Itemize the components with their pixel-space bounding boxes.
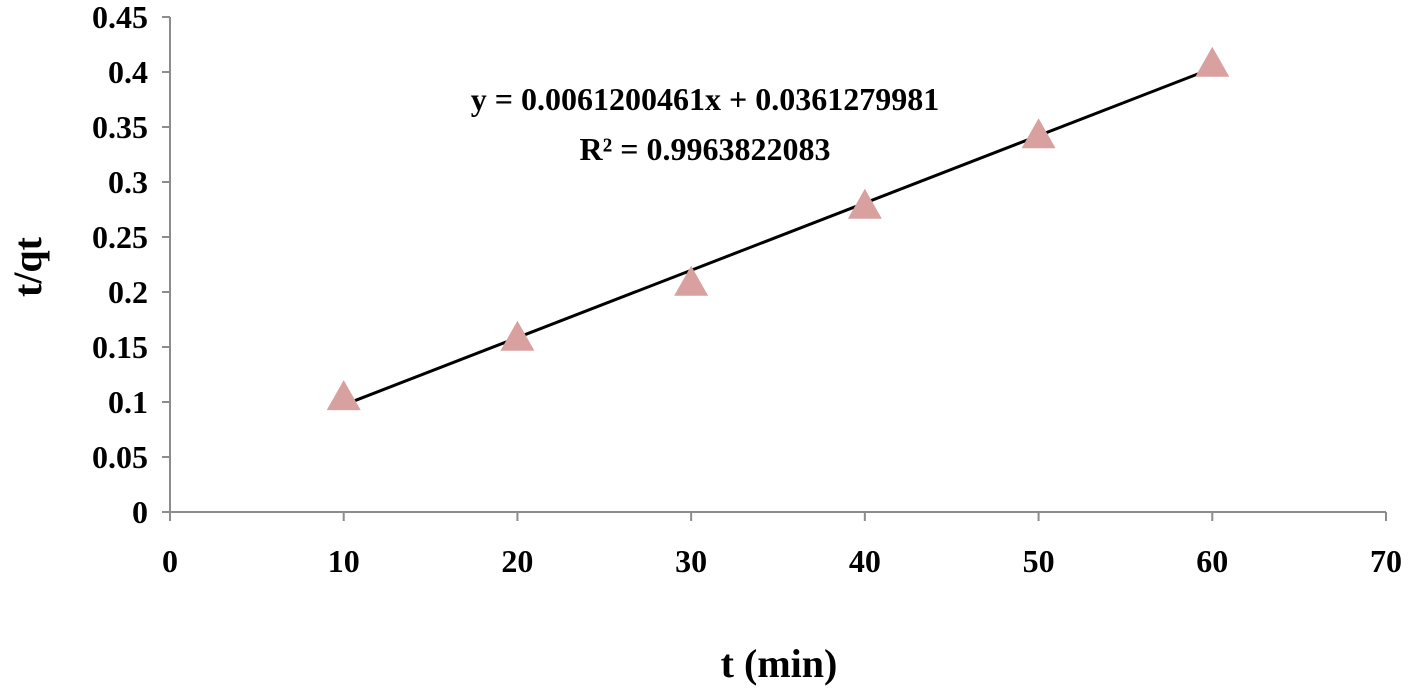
trendline-equation-label: y = 0.0061200461x + 0.0361279981	[471, 81, 939, 117]
y-tick-label: 0.1	[108, 384, 148, 420]
y-tick-label: 0.05	[92, 439, 148, 475]
y-tick-label: 0.25	[92, 219, 148, 255]
y-tick-label: 0.2	[108, 274, 148, 310]
data-point-triangle	[326, 380, 361, 411]
text-layer: y = 0.0061200461x + 0.0361279981 R² = 0.…	[5, 81, 939, 686]
y-tick-label: 0.45	[92, 0, 148, 35]
x-tick-label: 50	[1023, 543, 1055, 579]
axes-layer: 0 0.05 0.1 0.15 0.2 0.25 0.3 0.35 0.4 0.45 0 10 20 30…	[92, 0, 1402, 579]
x-axis-title: t (min)	[721, 641, 838, 686]
y-tick-label: 0.15	[92, 329, 148, 365]
data-point-triangle	[1195, 46, 1230, 77]
points-layer	[326, 46, 1230, 411]
y-tick-label: 0.4	[108, 54, 148, 90]
x-tick-label: 10	[328, 543, 360, 579]
y-tick-label: 0.35	[92, 109, 148, 145]
x-tick-label: 60	[1196, 543, 1228, 579]
y-tick-label: 0	[132, 494, 148, 530]
x-tick-label: 0	[162, 543, 178, 579]
data-point-triangle	[1021, 118, 1056, 149]
trendline	[343, 66, 1213, 407]
trendline-layer	[343, 66, 1213, 407]
x-tick-label: 70	[1370, 543, 1402, 579]
y-tick-label: 0.3	[108, 164, 148, 200]
data-point-triangle	[674, 265, 709, 296]
data-point-triangle	[847, 188, 882, 219]
r-squared-label: R² = 0.9963822083	[580, 131, 831, 167]
data-point-triangle	[500, 320, 535, 351]
x-tick-label: 40	[849, 543, 881, 579]
x-tick-label: 20	[501, 543, 533, 579]
x-tick-label: 30	[675, 543, 707, 579]
y-axis-title: t/qt	[5, 236, 50, 297]
